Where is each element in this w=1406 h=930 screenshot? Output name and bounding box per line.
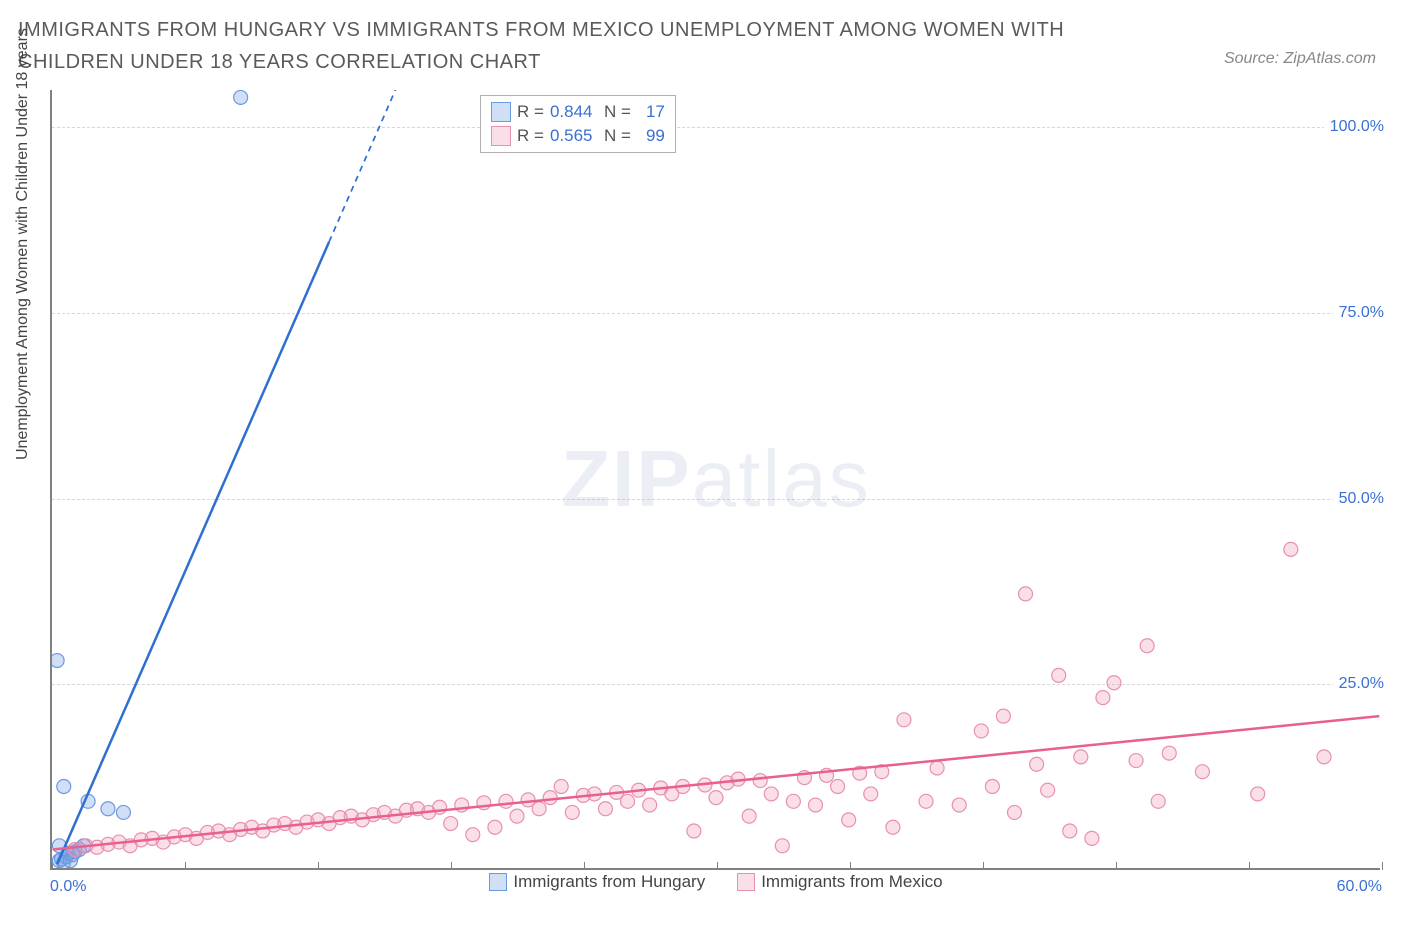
data-point [1284, 542, 1298, 556]
trend-line [53, 716, 1380, 849]
data-point [234, 90, 248, 104]
legend-swatch [489, 873, 507, 891]
data-point [444, 817, 458, 831]
data-point [842, 813, 856, 827]
data-point [1162, 746, 1176, 760]
chart-title: IMMIGRANTS FROM HUNGARY VS IMMIGRANTS FR… [18, 14, 1068, 78]
data-point [709, 791, 723, 805]
data-point [488, 820, 502, 834]
legend-label: Immigrants from Mexico [761, 872, 942, 892]
data-point [554, 780, 568, 794]
legend-label: Immigrants from Hungary [513, 872, 705, 892]
data-point [1052, 668, 1066, 682]
data-point [1041, 783, 1055, 797]
scatter-plot-svg [52, 90, 1380, 868]
data-point [919, 794, 933, 808]
data-point [930, 761, 944, 775]
r-label: R = [517, 102, 544, 122]
trend-line-dashed [329, 90, 395, 242]
n-label: N = [604, 102, 631, 122]
x-tick [1382, 862, 1383, 870]
data-point [598, 802, 612, 816]
data-point [1151, 794, 1165, 808]
data-point [1019, 587, 1033, 601]
legend-item: Immigrants from Hungary [489, 872, 705, 892]
data-point [764, 787, 778, 801]
n-value: 17 [637, 102, 665, 122]
data-point [1074, 750, 1088, 764]
data-point [565, 805, 579, 819]
data-point [985, 780, 999, 794]
r-value: 0.844 [550, 102, 598, 122]
legend-swatch [737, 873, 755, 891]
source-attribution: Source: ZipAtlas.com [1224, 50, 1376, 68]
data-point [809, 798, 823, 812]
data-point [1085, 831, 1099, 845]
data-point [831, 780, 845, 794]
legend-bottom: Immigrants from Hungary Immigrants from M… [52, 872, 1380, 896]
legend-swatch [491, 102, 511, 122]
data-point [1030, 757, 1044, 771]
data-point [1107, 676, 1121, 690]
legend-stats-box: R = 0.844 N = 17 R = 0.565 N = 99 [480, 95, 676, 153]
data-point [886, 820, 900, 834]
data-point [1195, 765, 1209, 779]
y-axis-label: Unemployment Among Women with Children U… [14, 28, 32, 460]
trend-line [57, 242, 329, 864]
data-point [643, 798, 657, 812]
r-label: R = [517, 126, 544, 146]
data-point [1129, 754, 1143, 768]
data-point [786, 794, 800, 808]
data-point [974, 724, 988, 738]
data-point [1140, 639, 1154, 653]
data-point [952, 798, 966, 812]
data-point [116, 805, 130, 819]
data-point [532, 802, 546, 816]
data-point [775, 839, 789, 853]
data-point [864, 787, 878, 801]
legend-stats-row: R = 0.565 N = 99 [491, 124, 665, 148]
data-point [621, 794, 635, 808]
data-point [1317, 750, 1331, 764]
data-point [687, 824, 701, 838]
r-value: 0.565 [550, 126, 598, 146]
data-point [1096, 691, 1110, 705]
legend-item: Immigrants from Mexico [737, 872, 942, 892]
data-point [499, 794, 513, 808]
legend-swatch [491, 126, 511, 146]
data-point [1251, 787, 1265, 801]
data-point [57, 780, 71, 794]
data-point [543, 791, 557, 805]
chart-plot-area: ZIPatlas 0.0% 60.0% Immigrants from Hung… [50, 90, 1380, 870]
data-point [52, 654, 64, 668]
data-point [101, 802, 115, 816]
data-point [1008, 805, 1022, 819]
data-point [742, 809, 756, 823]
data-point [996, 709, 1010, 723]
n-value: 99 [637, 126, 665, 146]
data-point [466, 828, 480, 842]
legend-stats-row: R = 0.844 N = 17 [491, 100, 665, 124]
n-label: N = [604, 126, 631, 146]
data-point [897, 713, 911, 727]
data-point [510, 809, 524, 823]
data-point [1063, 824, 1077, 838]
data-point [753, 774, 767, 788]
